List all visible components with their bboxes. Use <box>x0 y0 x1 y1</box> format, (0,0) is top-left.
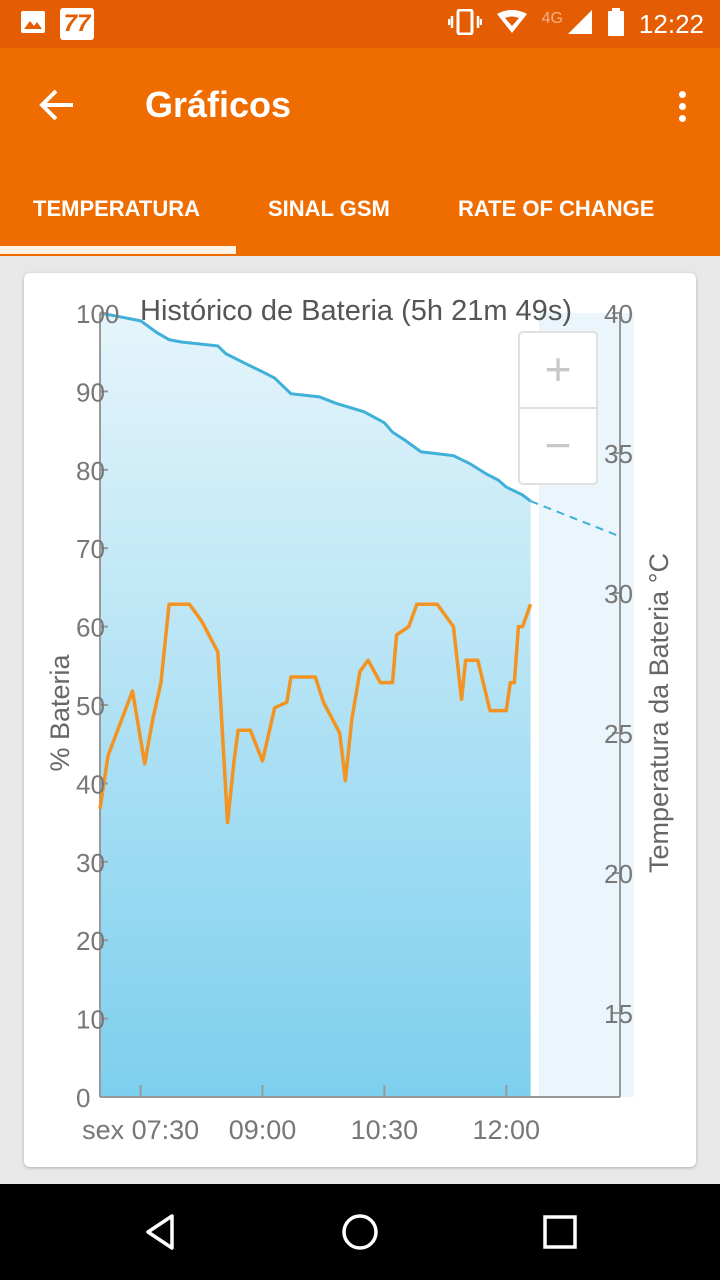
chart-title: Histórico de Bateria (5h 21m 49s) <box>140 295 572 327</box>
right-axis-ticks: 15 20 25 30 35 40 <box>604 299 633 1029</box>
back-button[interactable] <box>30 78 84 132</box>
zoom-out-button[interactable]: − <box>521 410 595 482</box>
signal-icon <box>567 9 593 40</box>
more-vert-icon <box>678 90 686 98</box>
left-tick-label: 20 <box>76 926 105 956</box>
x-tick-label: sex 07:30 <box>82 1115 199 1145</box>
zoom-in-icon: + <box>545 343 572 395</box>
right-tick-label: 15 <box>604 999 633 1029</box>
wifi-icon <box>496 10 528 39</box>
square-recents-icon <box>543 1215 577 1249</box>
tab-sinal-gsm[interactable]: SINAL GSM <box>268 196 390 221</box>
left-tick-label: 10 <box>76 1005 105 1035</box>
more-options-button[interactable] <box>670 82 694 130</box>
battery-series-line <box>99 311 532 503</box>
right-tick-label: 40 <box>604 299 633 329</box>
temperature-series-line <box>98 602 533 825</box>
app-bar: Gráficos TEMPERATURA SINAL GSM RATE OF C… <box>0 48 720 256</box>
tab-indicator <box>0 246 236 254</box>
left-axis-ticks: 0 10 20 30 40 50 60 70 80 90 100 <box>76 299 119 1113</box>
calendar-badge-icon: 77 <box>60 8 94 40</box>
status-bar: 77 4G 12:22 <box>0 0 720 48</box>
triangle-back-icon <box>146 1214 174 1250</box>
nav-back-button[interactable] <box>130 1202 190 1262</box>
circle-home-icon <box>342 1214 378 1250</box>
network-type: 4G <box>541 9 563 27</box>
battery-chart[interactable]: 0 10 20 30 40 50 60 70 80 90 100 15 20 25 30 35 40 sex … <box>24 273 696 1167</box>
x-tick-label: 09:00 <box>229 1115 297 1145</box>
right-tick-label: 25 <box>604 719 633 749</box>
left-tick-label: 30 <box>76 848 105 878</box>
left-tick-label: 90 <box>76 377 105 407</box>
left-tick-label: 80 <box>76 456 105 486</box>
battery-projection-line <box>530 500 621 538</box>
left-axis-label: % Bateria <box>45 653 75 771</box>
zoom-controls: + − <box>518 331 598 485</box>
right-axis-label: Temperatura da Bateria °C <box>644 553 674 873</box>
right-tick-label: 35 <box>604 439 633 469</box>
tab-rate-of-change[interactable]: RATE OF CHANGE <box>458 196 655 221</box>
left-tick-label: 0 <box>76 1083 90 1113</box>
zoom-out-icon: − <box>545 419 572 471</box>
vibrate-icon <box>447 8 482 40</box>
tab-temperatura[interactable]: TEMPERATURA <box>33 196 201 221</box>
chart-card: 0 10 20 30 40 50 60 70 80 90 100 15 20 25 30 35 40 sex … <box>24 273 696 1167</box>
left-tick-label: 50 <box>76 691 105 721</box>
left-tick-label: 60 <box>76 613 105 643</box>
x-tick-label: 10:30 <box>351 1115 419 1145</box>
arrow-back-icon <box>39 89 73 121</box>
left-tick-label: 40 <box>76 769 105 799</box>
nav-recents-button[interactable] <box>530 1202 590 1262</box>
x-tick-label: 12:00 <box>472 1115 540 1145</box>
left-tick-label: 100 <box>76 299 119 329</box>
battery-area-fill <box>100 313 531 1097</box>
x-axis-ticks: sex 07:30 09:00 10:30 12:00 <box>82 1085 540 1145</box>
battery-icon <box>607 8 625 41</box>
clock: 12:22 <box>638 9 704 39</box>
left-tick-label: 70 <box>76 534 105 564</box>
page-title: Gráficos <box>145 84 292 125</box>
nav-home-button[interactable] <box>330 1202 390 1262</box>
navigation-bar <box>0 1184 720 1280</box>
right-tick-label: 30 <box>604 579 633 609</box>
right-tick-label: 20 <box>604 859 633 889</box>
zoom-in-button[interactable]: + <box>521 334 595 406</box>
image-icon <box>20 9 46 40</box>
